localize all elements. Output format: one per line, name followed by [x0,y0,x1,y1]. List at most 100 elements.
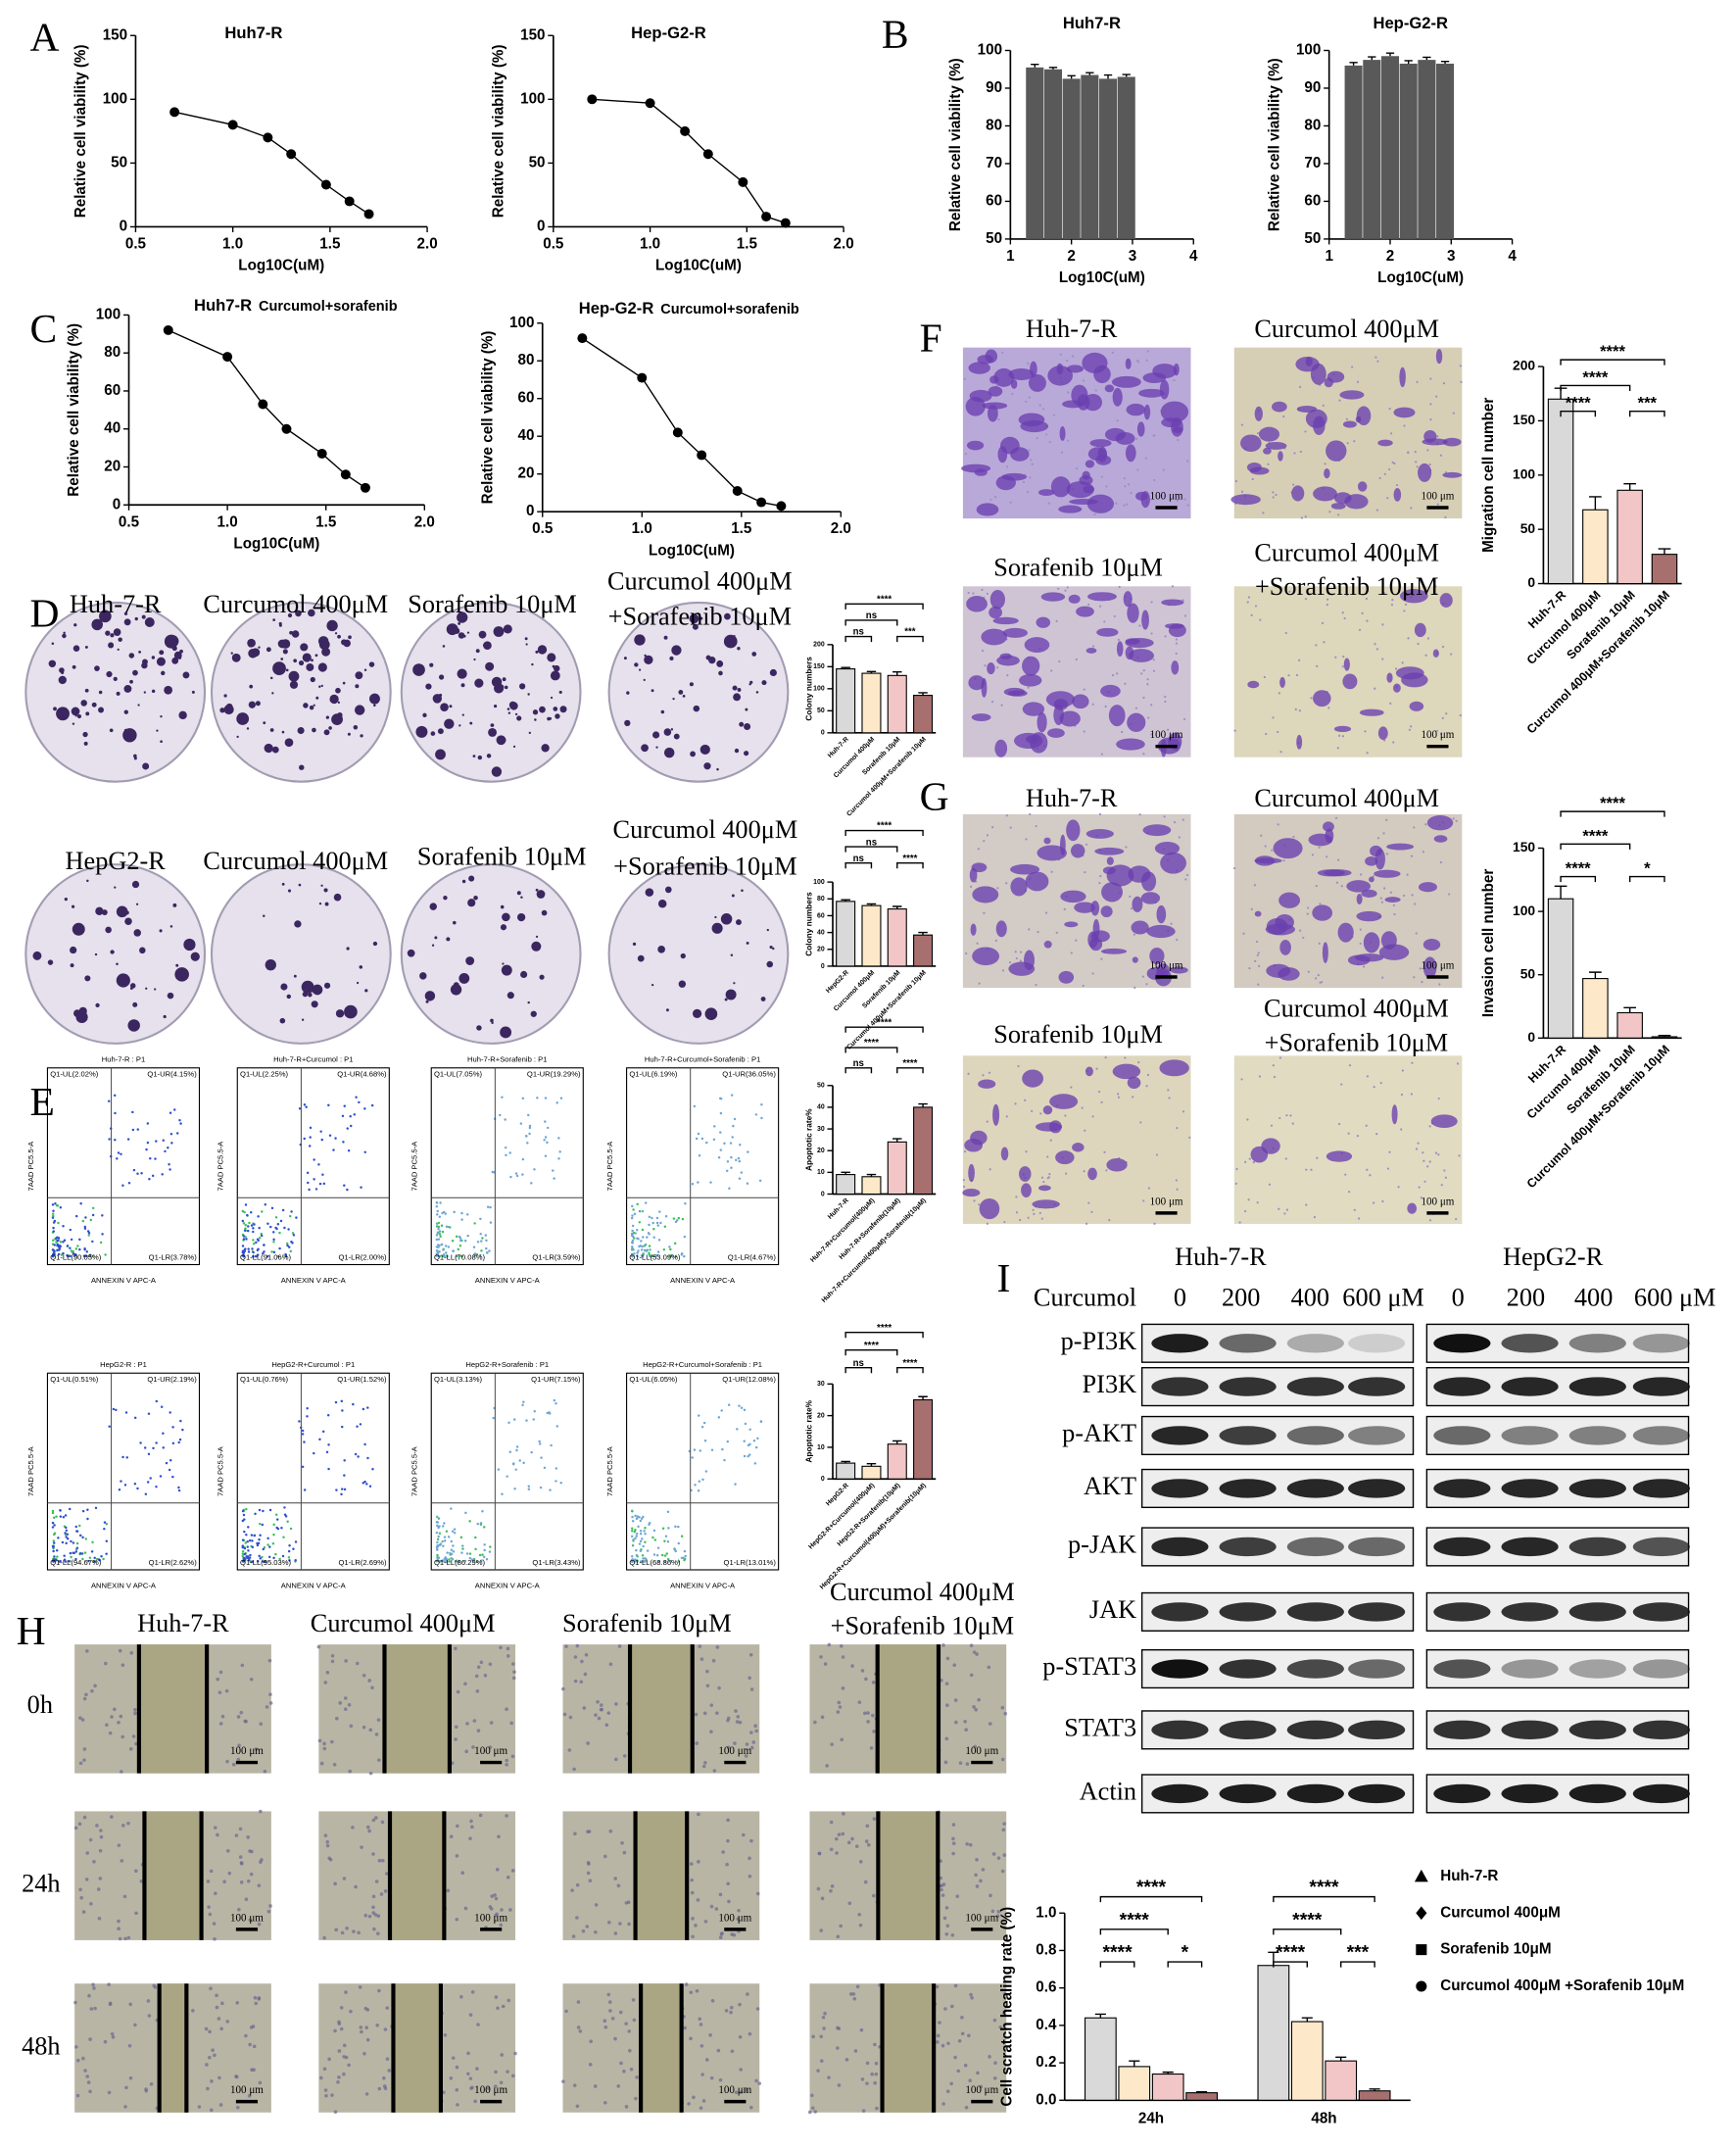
pore [1307,970,1310,973]
colony [324,902,329,906]
cell [847,1901,852,1906]
colony [493,626,505,637]
significance-label: **** [1276,1941,1306,1963]
event [700,1426,704,1429]
cell [1010,877,1028,897]
event [131,1128,135,1132]
colony [78,1006,87,1015]
colony [524,637,528,641]
event [435,1222,439,1225]
pore [1064,1114,1067,1117]
event [447,1536,451,1538]
pore [1145,359,1148,362]
event [175,1132,179,1135]
event [177,1440,180,1444]
colony [446,937,451,942]
significance-label: **** [877,1323,892,1334]
pore [1440,1184,1443,1187]
pore [970,885,973,888]
event [272,1533,275,1537]
event [252,1242,256,1245]
cell [709,1703,714,1707]
event [51,1212,55,1215]
quadrant-label: Q1-LR(3.43%) [532,1558,581,1567]
pore [1171,585,1175,588]
event [443,1536,447,1538]
event [648,1522,651,1525]
cell [486,2086,491,2090]
event [107,1099,111,1103]
cell [613,2036,617,2041]
colony [438,674,445,680]
colony [559,706,567,713]
colony [123,684,132,693]
colony [690,751,696,757]
cell [969,1643,974,1647]
event [635,1229,639,1232]
cell [92,1859,96,1864]
transwell-image [962,1055,1191,1224]
pore [1246,601,1249,604]
cell [603,2100,607,2105]
cell [259,1860,263,1864]
pore [1139,1121,1142,1124]
colony [300,643,309,652]
colony [673,733,680,740]
cell [248,1849,252,1853]
pore [1150,601,1153,604]
pore [1372,875,1374,878]
event [66,1533,70,1537]
y-tick-label: 0 [821,1191,825,1197]
cell [449,2076,454,2080]
pore [1175,652,1178,656]
event [473,1222,476,1225]
colony [547,653,556,662]
scale-bar-label: 100 μm [965,1745,998,1757]
colony [419,972,427,980]
event [753,1462,757,1465]
event [371,1468,374,1471]
event [435,1234,439,1237]
blot-band [1632,1426,1690,1445]
colony [678,980,687,988]
cell [991,1852,996,1856]
event [695,1137,699,1141]
cell [606,1992,611,1997]
cell [702,1711,707,1716]
event [301,1429,305,1433]
event [553,1398,556,1402]
event [677,1216,681,1220]
pore [1366,752,1369,755]
significance-label: ns [853,1058,864,1069]
colony [325,715,330,719]
event [544,1097,548,1099]
colony [84,645,88,649]
event [642,1557,645,1560]
cell [375,2023,379,2027]
cell [1060,890,1086,903]
pore [1146,350,1149,353]
event [635,1553,639,1557]
event [673,1242,677,1245]
cell [697,1860,700,1864]
pore [1064,589,1067,592]
pore [1164,700,1167,704]
event [652,1529,656,1533]
flow-plot [430,1067,584,1266]
event [480,1249,483,1252]
cell [614,1702,618,1706]
cell [330,2093,334,2097]
cell [716,2048,721,2053]
event [275,1526,278,1530]
colony [425,683,432,690]
y-axis-label: Migration cell number [1480,398,1497,553]
cell [77,1822,82,1827]
cell [573,1831,577,1836]
cell [248,1918,253,1923]
cell [1279,676,1285,689]
cell [870,2072,874,2076]
bar [913,695,934,734]
event [136,1172,139,1176]
colony [74,714,77,717]
colony [311,659,313,662]
